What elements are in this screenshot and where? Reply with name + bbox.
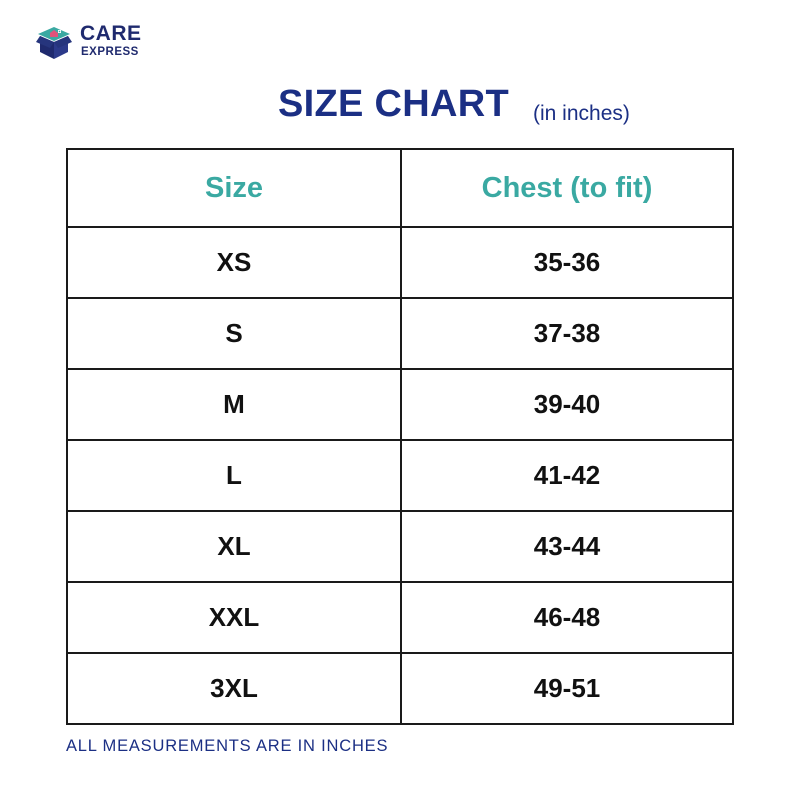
brand-name: CARE — [80, 22, 142, 45]
brand-tagline: EXPRESS — [81, 46, 139, 58]
size-chart-table: Size Chest (to fit) XS 35-36 S 37-38 M 3… — [66, 148, 734, 725]
size-cell: XS — [66, 226, 402, 299]
size-cell: M — [66, 368, 402, 441]
size-cell: L — [66, 439, 402, 512]
chest-cell: 41-42 — [400, 439, 734, 512]
size-cell: S — [66, 297, 402, 370]
header-size: Size — [66, 148, 402, 228]
measurement-note: ALL MEASUREMENTS ARE IN INCHES — [66, 737, 389, 755]
title-row: SIZE CHART (in inches) — [0, 80, 800, 130]
table-header-row: Size Chest (to fit) — [66, 148, 734, 228]
chest-cell: 49-51 — [400, 652, 734, 725]
size-cell: XL — [66, 510, 402, 583]
page-subtitle: (in inches) — [533, 102, 630, 125]
table-row: M 39-40 — [66, 368, 734, 441]
chest-cell: 39-40 — [400, 368, 734, 441]
table-row: XS 35-36 — [66, 226, 734, 299]
page-title: SIZE CHART — [278, 83, 509, 125]
table-row: S 37-38 — [66, 297, 734, 370]
box-icon — [36, 27, 72, 59]
size-cell: 3XL — [66, 652, 402, 725]
header-chest: Chest (to fit) — [400, 148, 734, 228]
size-cell: XXL — [66, 581, 402, 654]
chest-cell: 35-36 — [400, 226, 734, 299]
table-row: 3XL 49-51 — [66, 652, 734, 725]
chest-cell: 37-38 — [400, 297, 734, 370]
table-row: XL 43-44 — [66, 510, 734, 583]
table-row: XXL 46-48 — [66, 581, 734, 654]
table-row: L 41-42 — [66, 439, 734, 512]
chest-cell: 43-44 — [400, 510, 734, 583]
chest-cell: 46-48 — [400, 581, 734, 654]
brand-logo: CARE EXPRESS — [34, 22, 154, 64]
